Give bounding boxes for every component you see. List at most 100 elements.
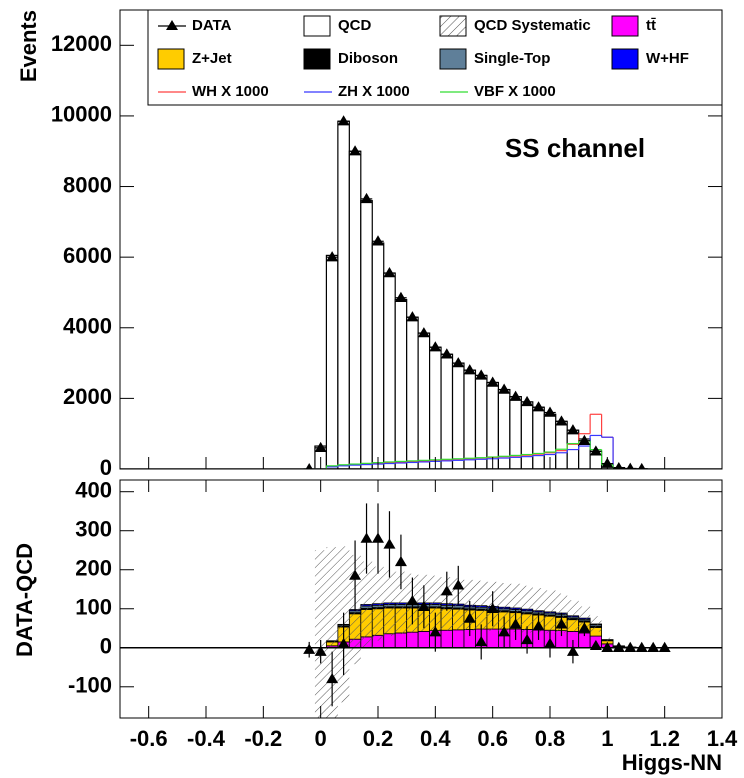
systematic-band [601, 637, 614, 642]
x-tick-label: 1.4 [707, 726, 738, 751]
x-tick-label: -0.2 [244, 726, 282, 751]
legend-label: DATA [192, 17, 232, 34]
data-point [417, 600, 430, 612]
y-tick-label: 10000 [51, 102, 112, 127]
data-point [452, 579, 465, 590]
annotation: SS channel [505, 133, 645, 163]
data-point [394, 291, 407, 302]
data-point [521, 633, 534, 645]
y-tick-label: -100 [68, 673, 112, 698]
legend-symbol [303, 48, 331, 70]
x-tick-label: 0.8 [535, 726, 566, 751]
legend-symbol [166, 20, 178, 30]
legend-label: Z+Jet [192, 50, 232, 67]
data-point [624, 641, 637, 652]
frame [119, 479, 723, 719]
background-bar [394, 298, 408, 469]
data-point [612, 641, 625, 652]
systematic-band [383, 569, 396, 637]
background-bar [463, 369, 477, 469]
stack-segment [486, 628, 499, 649]
y-tick-label: 100 [75, 595, 112, 620]
systematic-band [429, 575, 442, 631]
data-point [589, 639, 602, 651]
data-point [658, 641, 671, 652]
data-point [635, 641, 648, 652]
background-bar [440, 353, 454, 469]
data-point [394, 555, 407, 567]
legend-label: QCD Systematic [474, 17, 591, 34]
data-point [326, 672, 339, 684]
data-point [326, 251, 339, 262]
data-point [429, 626, 442, 637]
y-tick-label: 2000 [63, 384, 112, 409]
legend-symbol [303, 15, 331, 37]
systematic-band [395, 571, 407, 635]
background-bar [406, 316, 419, 469]
systematic-band [360, 561, 373, 648]
data-point [498, 626, 511, 637]
legend-label: W+HF [646, 50, 689, 67]
data-point [544, 406, 556, 417]
data-point [314, 645, 327, 656]
data-point [486, 602, 499, 613]
data-point [589, 445, 602, 456]
y-tick-label: 12000 [51, 31, 112, 56]
data-point [383, 267, 396, 278]
x-tick-label: 0.2 [363, 726, 394, 751]
data-point [486, 376, 499, 387]
background-bar [371, 242, 385, 469]
data-point [475, 369, 488, 380]
data-point [578, 622, 591, 633]
data-point [647, 641, 660, 652]
data-point [360, 192, 373, 204]
legend-label: Diboson [338, 50, 398, 67]
data-point [498, 383, 511, 394]
systematic-band [521, 585, 533, 633]
y-tick-label: 300 [75, 517, 112, 542]
y-axis-title: Events [16, 10, 41, 82]
plot-area [120, 115, 722, 469]
background-bar [348, 150, 362, 469]
legend-label: ZH X 1000 [338, 83, 410, 100]
systematic-band [326, 547, 338, 718]
x-tick-label: -0.6 [130, 726, 168, 751]
systematic-band [475, 580, 487, 631]
data-point [578, 434, 591, 445]
background-bar [337, 120, 350, 469]
x-tick-label: 1 [601, 726, 613, 751]
systematic-band [544, 590, 556, 634]
data-point [532, 401, 545, 412]
data-point [566, 424, 579, 435]
x-tick-label: 1.2 [649, 726, 680, 751]
stack-segment [440, 629, 453, 649]
data-point [532, 620, 545, 631]
data-point [337, 115, 350, 126]
data-point [383, 538, 396, 549]
y-tick-label: 4000 [63, 314, 112, 339]
systematic-band [509, 583, 522, 633]
x-tick-label: -0.4 [187, 726, 226, 751]
background-bar [532, 406, 545, 469]
systematic-band [498, 583, 510, 632]
data-point [406, 594, 419, 606]
data-point [429, 341, 442, 352]
data-point [475, 635, 488, 647]
legend-label: WH X 1000 [192, 83, 269, 100]
data-point [349, 569, 362, 580]
stack-segment [452, 629, 465, 649]
x-tick-label: 0.6 [477, 726, 508, 751]
data-point [601, 641, 614, 652]
data-point [372, 235, 384, 246]
data-point [452, 357, 465, 368]
data-point [521, 395, 534, 407]
background-bar [383, 272, 396, 469]
background-bar [474, 374, 488, 469]
data-point [314, 441, 327, 453]
legend-label: tt̄ [646, 17, 656, 34]
y-tick-label: 8000 [63, 172, 112, 197]
data-point [372, 532, 384, 543]
data-point [463, 612, 476, 623]
data-point [360, 532, 373, 543]
